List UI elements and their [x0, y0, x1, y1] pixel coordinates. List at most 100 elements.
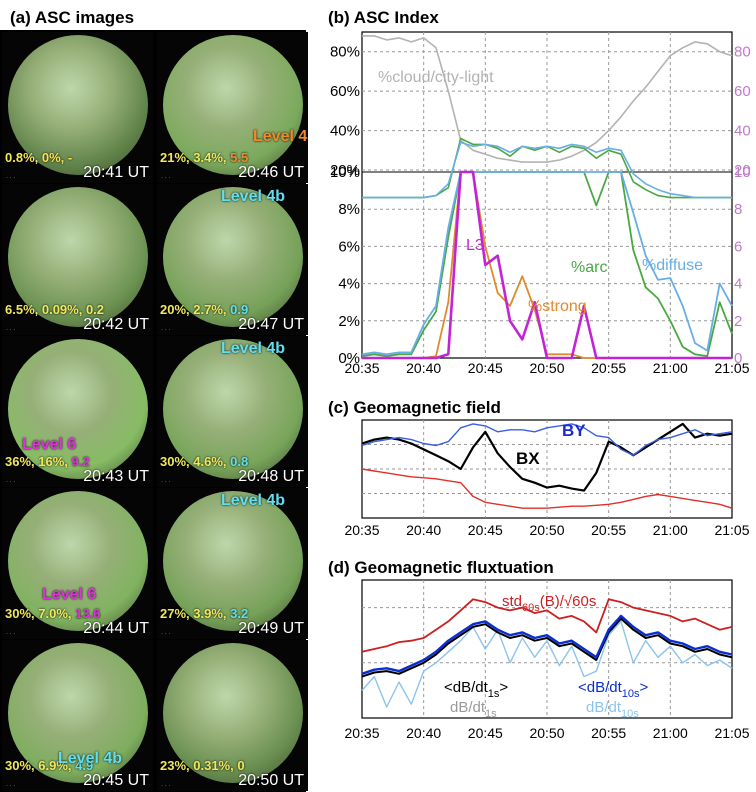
- timestamp: 20:43 UT: [83, 468, 149, 485]
- series-label-bx: BX: [516, 449, 540, 468]
- camera-tag: · · ·: [6, 327, 16, 333]
- camera-tag: · · ·: [161, 631, 171, 637]
- panel-d-title: (d) Geomagnetic fluxtuation: [328, 558, 554, 577]
- x-tick-label: 21:05: [714, 725, 749, 741]
- y-tick-label: 8%: [338, 201, 360, 218]
- y-tick-label-right: 8: [734, 201, 742, 218]
- asc-image: 6.5%, 0.09%, 0.2 20:42 UT · · ·: [2, 184, 153, 335]
- l3-value: 5.5: [230, 150, 249, 165]
- asc-index-values: 30%, 4.6%, 0.8: [160, 454, 248, 469]
- l3-value: 4.9: [75, 758, 94, 773]
- geomagnetic-fluctuation-chart: std60s(B)/√60s <dB/dt1s>dB/dt1s <dB/dt10s>…: [344, 579, 750, 741]
- x-tick-label: 20:40: [406, 360, 441, 375]
- series-label-dbdt10s: dB/dt10s: [586, 699, 639, 720]
- y-tick-label-right: 2: [734, 313, 742, 330]
- strong-percent: 7.0%,: [38, 606, 76, 621]
- all-sky-camera-image: [163, 187, 303, 327]
- y-tick-label-right: 20: [734, 162, 751, 179]
- strong-percent: 3.9%,: [193, 606, 231, 621]
- x-tick-label: 20:45: [468, 360, 503, 375]
- arc-percent: 36%,: [5, 454, 39, 469]
- strong-percent: 4.6%,: [193, 454, 231, 469]
- level-text: Level 4b: [221, 188, 286, 205]
- x-tick-label: 20:40: [406, 725, 441, 741]
- timestamp: 20:47 UT: [238, 316, 304, 333]
- arc-percent: 30%,: [160, 454, 194, 469]
- series-label-avg-dbdt10s: <dB/dt10s>: [578, 679, 649, 700]
- timestamp: 20:50 UT: [238, 772, 304, 789]
- arc-percent: 30%,: [5, 606, 39, 621]
- strong-percent: 2.7%,: [193, 302, 231, 317]
- panel-a-title: (a) ASC images: [10, 8, 135, 27]
- std60s-line: [361, 598, 733, 653]
- strong-percent: 0%,: [41, 150, 68, 165]
- arc-percent: 6.5%,: [5, 302, 42, 317]
- by-line: [361, 423, 733, 456]
- asc-index-values: 20%, 2.7%, 0.9: [160, 302, 248, 317]
- asc-index-values: 27%, 3.9%, 3.2: [160, 606, 248, 621]
- series-label-cloud: %cloud/city-light: [378, 69, 494, 86]
- camera-tag: · · ·: [161, 175, 171, 181]
- camera-tag: · · ·: [6, 631, 16, 637]
- strong-percent: 0.31%,: [193, 758, 238, 773]
- asc-index-values: 30%, 7.0%, 13.6: [5, 606, 100, 621]
- y-tick-label: 0%: [338, 350, 360, 367]
- series-label-std: std60s(B)/√60s: [502, 593, 596, 614]
- asc-image: 36%, 16%, 9.2 20:43 UT · · · Level 6: [2, 336, 153, 487]
- x-tick-label: 20:40: [406, 522, 441, 538]
- x-tick-label: 21:00: [653, 360, 688, 375]
- l3-value: 3.2: [230, 606, 249, 621]
- y-tick-label: 4%: [338, 276, 360, 293]
- timestamp: 20:44 UT: [83, 620, 149, 637]
- red-line: [361, 468, 733, 509]
- level-label: Level 4b: [221, 340, 285, 358]
- x-tick-label: 21:00: [653, 725, 688, 741]
- level-text: Level 4b: [221, 340, 286, 357]
- asc-image: 0.8%, 0%, -20:41 UT · · ·: [2, 32, 153, 183]
- level-label: Level 4b: [221, 492, 285, 510]
- camera-tag: · · ·: [6, 783, 16, 789]
- all-sky-camera-image: [8, 187, 148, 327]
- camera-tag: · · ·: [161, 327, 171, 333]
- series-label-dbdt1s: dB/dt1s: [450, 699, 497, 720]
- series-label-arc: %arc: [571, 259, 607, 276]
- y-tick-label-right: 40: [734, 123, 751, 140]
- arc-percent: 30%,: [5, 758, 39, 773]
- strong-percent: 6.9%,: [38, 758, 76, 773]
- bx-line: [361, 422, 733, 492]
- camera-tag: · · ·: [161, 479, 171, 485]
- panel-b-title: (b) ASC Index: [328, 8, 439, 27]
- y-tick-label-right: 60: [734, 83, 751, 100]
- x-tick-label: 20:50: [529, 360, 564, 375]
- timestamp: 20:48 UT: [238, 468, 304, 485]
- x-tick-label: 21:05: [714, 522, 749, 538]
- series-label-l3: L3: [466, 237, 484, 254]
- panel-c-title: (c) Geomagnetic field: [328, 398, 501, 417]
- asc-index-values: 23%, 0.31%, 0: [160, 758, 245, 773]
- dbdt10s-line: [361, 620, 733, 708]
- l3-line: [362, 170, 732, 360]
- strong-percent: 16%,: [38, 454, 72, 469]
- y-tick-label: 2%: [338, 313, 360, 330]
- arc-percent: 0.8%,: [5, 150, 42, 165]
- all-sky-camera-image: [8, 643, 148, 783]
- strong-percent: 3.4%,: [193, 150, 231, 165]
- level-label: Level 4a/4b: [253, 128, 308, 146]
- all-sky-camera-image: [163, 491, 303, 631]
- y-tick-label: 80%: [330, 44, 360, 61]
- x-tick-label: 20:45: [468, 522, 503, 538]
- asc-image: 30%, 6.9%, 4.9 20:45 UT · · · Level 4b: [2, 640, 153, 791]
- l3-value: -: [67, 150, 73, 165]
- x-tick-label: 20:50: [529, 725, 564, 741]
- y-tick-label: 6%: [338, 238, 360, 255]
- camera-tag: · · ·: [161, 783, 171, 789]
- series-label-by: BY: [562, 421, 586, 440]
- level-text: Level 6: [22, 436, 77, 453]
- arc-percent: 23%,: [160, 758, 194, 773]
- level-text: Level 6: [42, 586, 97, 603]
- x-tick-label: 20:55: [591, 522, 626, 538]
- timestamp: 20:49 UT: [238, 620, 304, 637]
- y-tick-label-right: 4: [734, 276, 742, 293]
- avg-dbdt1s-line: [361, 617, 733, 678]
